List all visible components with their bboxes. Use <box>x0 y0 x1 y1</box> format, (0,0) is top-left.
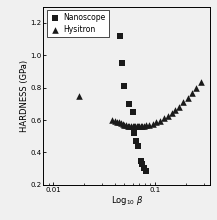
Hysitron <box>177 105 181 108</box>
Nanoscope <box>136 144 140 148</box>
Hysitron <box>155 121 158 124</box>
Hysitron <box>142 124 146 128</box>
Nanoscope <box>123 84 126 88</box>
Legend: Nanoscope, Hysitron: Nanoscope, Hysitron <box>47 10 108 37</box>
Hysitron <box>186 96 190 99</box>
Hysitron <box>151 122 155 125</box>
Hysitron <box>190 91 194 95</box>
Hysitron <box>113 119 116 123</box>
Nanoscope <box>139 159 142 162</box>
Hysitron <box>182 100 185 104</box>
Hysitron <box>162 117 166 120</box>
Hysitron <box>129 124 133 128</box>
Hysitron <box>195 86 198 90</box>
Hysitron <box>166 114 169 118</box>
Hysitron <box>117 121 120 124</box>
Hysitron <box>145 124 148 127</box>
Hysitron <box>119 121 122 125</box>
Nanoscope <box>145 169 148 173</box>
Hysitron <box>136 125 140 128</box>
Nanoscope <box>127 102 130 106</box>
Nanoscope <box>118 34 122 38</box>
Hysitron <box>199 81 202 84</box>
Hysitron <box>134 125 137 128</box>
Hysitron <box>132 125 136 128</box>
Hysitron <box>135 125 138 128</box>
Hysitron <box>128 124 131 128</box>
Nanoscope <box>142 166 146 170</box>
Nanoscope <box>131 110 134 114</box>
Hysitron <box>111 118 114 122</box>
Hysitron <box>148 123 151 126</box>
Hysitron <box>121 122 124 126</box>
Hysitron <box>170 112 173 115</box>
Hysitron <box>131 125 134 128</box>
Hysitron <box>77 94 81 97</box>
Hysitron <box>115 120 118 123</box>
Hysitron <box>139 125 142 128</box>
X-axis label: Log$_{10}$ $\beta$: Log$_{10}$ $\beta$ <box>111 194 143 207</box>
Hysitron <box>124 123 128 127</box>
Nanoscope <box>141 162 144 165</box>
Nanoscope <box>132 131 136 135</box>
Hysitron <box>141 124 144 128</box>
Hysitron <box>126 124 130 127</box>
Nanoscope <box>134 139 138 143</box>
Hysitron <box>123 123 126 126</box>
Y-axis label: HARDNESS (GPa): HARDNESS (GPa) <box>20 60 29 132</box>
Hysitron <box>158 119 162 122</box>
Hysitron <box>174 108 177 112</box>
Nanoscope <box>120 62 123 65</box>
Hysitron <box>138 125 141 128</box>
